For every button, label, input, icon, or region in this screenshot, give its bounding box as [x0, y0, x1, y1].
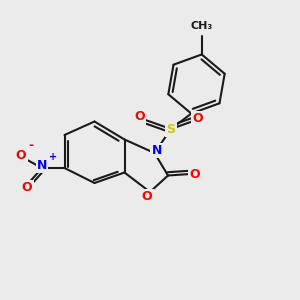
Text: N: N	[37, 159, 47, 172]
Text: +: +	[49, 152, 57, 162]
Text: O: O	[142, 190, 152, 203]
Text: N: N	[152, 144, 162, 157]
Text: S: S	[167, 122, 176, 136]
Text: -: -	[28, 139, 33, 152]
Text: O: O	[190, 167, 200, 181]
Text: CH₃: CH₃	[190, 21, 213, 31]
Text: O: O	[134, 110, 145, 124]
Text: O: O	[193, 112, 203, 125]
Text: O: O	[22, 181, 32, 194]
Text: O: O	[16, 149, 26, 162]
